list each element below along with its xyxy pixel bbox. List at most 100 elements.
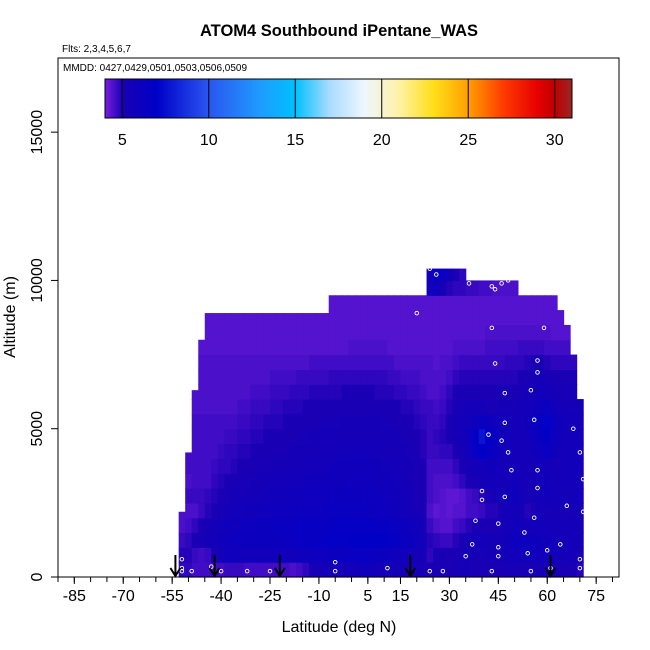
- heatmap-cell: [237, 384, 245, 400]
- heatmap-cell: [393, 517, 402, 534]
- heatmap-cell: [387, 354, 395, 370]
- heatmap-cell: [420, 547, 428, 563]
- colorbar-segment: [504, 79, 508, 118]
- heatmap-cell: [380, 532, 389, 548]
- heatmap-cell: [263, 517, 271, 534]
- colorbar-segment: [370, 79, 374, 118]
- sample-point: [531, 515, 537, 520]
- heatmap-cell: [217, 458, 225, 474]
- colorbar-segment: [340, 79, 344, 118]
- sample-point: [244, 568, 250, 574]
- heatmap-cell: [491, 384, 499, 400]
- heatmap-cell: [420, 488, 428, 504]
- heatmap-cell: [361, 443, 369, 459]
- heatmap-cell: [341, 517, 349, 534]
- heatmap-cell: [393, 295, 402, 311]
- heatmap-cell: [400, 384, 408, 400]
- heatmap-cell: [217, 384, 225, 400]
- heatmap-cell: [439, 413, 447, 430]
- heatmap-cell: [348, 324, 356, 341]
- heatmap-cell: [524, 502, 532, 519]
- heatmap-cell: [491, 324, 499, 341]
- colorbar-segment: [388, 79, 391, 118]
- heatmap-cell: [400, 562, 408, 578]
- plot-frame: [57, 57, 620, 578]
- heatmap-cell: [485, 369, 493, 385]
- heatmap-cell: [243, 532, 252, 548]
- heatmap-cell: [230, 399, 238, 415]
- heatmap-cell: [322, 354, 330, 370]
- colorbar-segment: [154, 79, 158, 118]
- heatmap-cell: [380, 473, 389, 489]
- sample-point: [434, 272, 439, 277]
- heatmap-cell: [211, 458, 219, 474]
- heatmap-cell: [400, 532, 408, 548]
- heatmap-cell: [198, 488, 206, 504]
- heatmap-cell: [302, 547, 310, 563]
- sample-point: [179, 556, 185, 562]
- heatmap-cell: [491, 310, 499, 326]
- heatmap-cell: [393, 399, 402, 415]
- colorbar-segment: [539, 79, 543, 118]
- heatmap-cell: [322, 384, 330, 400]
- flight-arrows: [169, 555, 557, 578]
- heatmap-cell: [263, 488, 271, 504]
- heatmap-cell: [296, 458, 304, 474]
- heatmap-cell: [315, 339, 323, 356]
- heatmap-cell: [426, 295, 434, 311]
- heatmap-cell: [517, 443, 526, 459]
- colorbar-segment: [133, 79, 136, 118]
- heatmap-cell: [224, 313, 232, 326]
- heatmap-cell: [204, 354, 212, 370]
- heatmap-cell: [459, 458, 467, 474]
- heatmap-cell: [550, 532, 558, 548]
- heatmap-cell: [341, 458, 349, 474]
- sample-point: [496, 553, 501, 559]
- heatmap-cell: [230, 369, 238, 385]
- heatmap-cell: [491, 458, 499, 474]
- heatmap-cell: [341, 443, 349, 459]
- heatmap-cell: [256, 324, 265, 341]
- colorbar-segment: [193, 79, 197, 118]
- heatmap-cell: [413, 413, 421, 430]
- heatmap-cell: [406, 517, 415, 534]
- heatmap-cell: [380, 428, 389, 445]
- heatmap-cell: [380, 384, 389, 400]
- heatmap-cell: [348, 413, 356, 430]
- heatmap-cell: [296, 488, 304, 504]
- heatmap-cell: [263, 562, 271, 578]
- colorbar-segment: [124, 79, 128, 118]
- colorbar-segment: [563, 79, 567, 118]
- heatmap-cell: [452, 369, 460, 385]
- heatmap-cell: [204, 339, 212, 356]
- heatmap-cell: [465, 413, 473, 430]
- heatmap-cell: [452, 268, 460, 282]
- heatmap-cell: [296, 324, 304, 341]
- sample-point: [332, 568, 338, 574]
- heatmap-cell: [217, 324, 225, 341]
- heatmap-cell: [380, 443, 389, 459]
- heatmap-cell: [263, 413, 271, 430]
- heatmap-cell: [537, 369, 545, 385]
- heatmap-cell: [348, 473, 356, 489]
- colorbar-segment: [191, 79, 195, 118]
- heatmap-cell: [472, 547, 480, 563]
- colorbar-segment: [146, 79, 149, 118]
- heatmap-cell: [204, 458, 212, 474]
- heatmap-cell: [426, 280, 434, 296]
- heatmap-cell: [354, 502, 362, 519]
- colorbar-segment: [468, 79, 471, 118]
- heatmap-cell: [439, 443, 447, 459]
- heatmap-cell: [283, 339, 291, 356]
- heatmap-cell: [433, 339, 441, 356]
- colorbar-segment: [342, 79, 346, 118]
- colorbar-segment: [247, 79, 251, 118]
- heatmap-cell: [230, 532, 238, 548]
- heatmap-cell: [504, 295, 512, 311]
- heatmap-cell: [426, 399, 434, 415]
- heatmap-cell: [276, 369, 284, 385]
- heatmap-cell: [433, 458, 441, 474]
- heatmap-cell: [478, 369, 486, 385]
- heatmap-cell: [393, 324, 402, 341]
- colorbar-segment: [319, 79, 322, 118]
